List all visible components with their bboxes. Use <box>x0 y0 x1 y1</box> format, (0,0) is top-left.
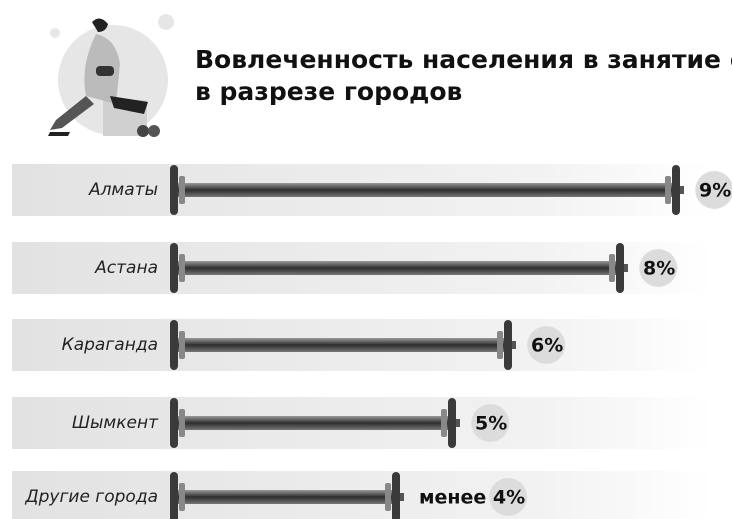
plate <box>441 409 447 437</box>
plate <box>672 165 680 215</box>
plate <box>170 243 178 293</box>
chart-title-line: в разрезе городов <box>195 77 462 106</box>
collar <box>456 419 460 427</box>
value-badge <box>695 171 732 209</box>
plate <box>179 409 185 437</box>
plate <box>665 176 671 204</box>
value-badge <box>489 478 528 516</box>
bar <box>173 416 453 430</box>
collar <box>512 341 516 349</box>
value-label: менее 4% <box>419 487 525 509</box>
plate <box>497 331 503 359</box>
plate <box>385 483 391 511</box>
chart-title-line: Вовлеченность населения в занятие фитнес… <box>195 45 732 74</box>
bar <box>173 183 677 197</box>
plate <box>170 320 178 370</box>
value-label: 5% <box>475 413 507 435</box>
illustration <box>48 14 174 137</box>
plate <box>179 176 185 204</box>
chart-title: Вовлеченность населения в занятие фитнес… <box>195 45 732 106</box>
plate <box>170 398 178 448</box>
bar <box>173 261 621 275</box>
value-badge <box>527 326 566 364</box>
value-badge <box>471 404 510 442</box>
category-label: Астана <box>94 258 158 278</box>
barbell <box>170 472 404 519</box>
plate <box>504 320 512 370</box>
plate <box>170 472 178 519</box>
bar <box>173 490 397 504</box>
barbell <box>170 243 628 293</box>
plate <box>170 165 178 215</box>
collar <box>624 264 628 272</box>
value-badge <box>639 249 678 287</box>
plate <box>616 243 624 293</box>
category-label: Другие города <box>24 487 158 507</box>
plate <box>448 398 456 448</box>
collar <box>680 186 684 194</box>
barbell <box>170 398 460 448</box>
category-label: Шымкент <box>72 413 159 433</box>
collar <box>400 493 404 501</box>
value-label: 8% <box>643 258 675 280</box>
plate <box>179 254 185 282</box>
barbell <box>170 320 516 370</box>
plate <box>179 331 185 359</box>
category-label: Алматы <box>88 180 158 200</box>
barbell <box>170 165 684 215</box>
plate <box>609 254 615 282</box>
plate <box>392 472 400 519</box>
plate <box>179 483 185 511</box>
bar <box>173 338 509 352</box>
category-label: Караганда <box>62 335 158 355</box>
value-label: 9% <box>699 180 731 202</box>
value-label: 6% <box>531 335 563 357</box>
